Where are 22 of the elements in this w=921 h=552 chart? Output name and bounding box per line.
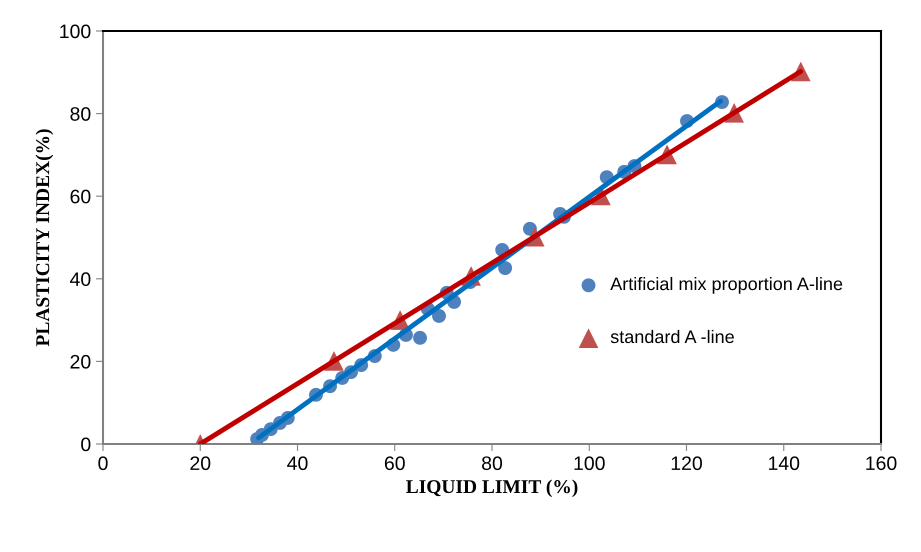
y-tick-label: 20 bbox=[70, 354, 90, 369]
point bbox=[498, 261, 512, 276]
x-tick-label: 100 bbox=[574, 456, 605, 470]
x-tick-label: 0 bbox=[98, 456, 108, 470]
point bbox=[413, 330, 427, 345]
y-tick-label: 100 bbox=[60, 24, 90, 38]
point bbox=[432, 309, 446, 323]
x-axis-title: LIQUID LIMIT (%) bbox=[406, 479, 578, 498]
x-tick-label: 160 bbox=[866, 456, 896, 470]
y-tick-label: 40 bbox=[70, 272, 90, 286]
legend-label: standard A -line bbox=[610, 330, 734, 344]
x-tick-label: 40 bbox=[287, 456, 308, 470]
x-tick-label: 60 bbox=[384, 456, 405, 470]
y-tick-label: 60 bbox=[70, 190, 90, 204]
y-axis-title: PLASTICITY INDEX(%) bbox=[36, 129, 54, 346]
x-tick-label: 20 bbox=[190, 456, 210, 470]
x-tick-label: 120 bbox=[672, 456, 702, 470]
legend-label: Artificial mix proportion A-line bbox=[610, 276, 842, 294]
y-tick-label: 80 bbox=[70, 107, 90, 121]
x-tick-label: 80 bbox=[482, 456, 502, 470]
y-tick-label: 0 bbox=[81, 437, 90, 452]
x-tick-label: 140 bbox=[769, 456, 800, 470]
